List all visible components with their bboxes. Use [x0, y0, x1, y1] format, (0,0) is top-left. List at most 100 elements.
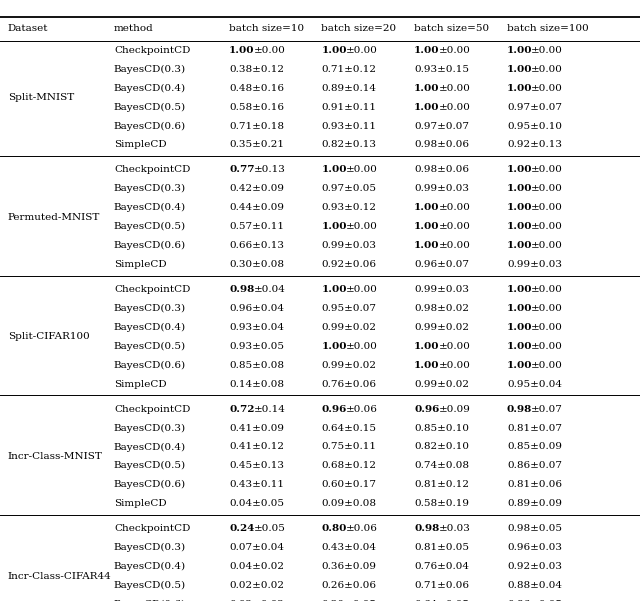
- Text: 0.36±0.09: 0.36±0.09: [321, 562, 376, 571]
- Text: 0.96±0.03: 0.96±0.03: [507, 543, 562, 552]
- Text: 0.35±0.21: 0.35±0.21: [229, 141, 284, 150]
- Text: ±0.00: ±0.00: [438, 222, 470, 231]
- Text: ±0.00: ±0.00: [438, 342, 470, 351]
- Text: 0.82±0.13: 0.82±0.13: [321, 141, 376, 150]
- Text: ±0.13: ±0.13: [253, 165, 285, 174]
- Text: 0.74±0.08: 0.74±0.08: [414, 462, 469, 471]
- Text: ±0.00: ±0.00: [438, 84, 470, 93]
- Text: 1.00: 1.00: [507, 285, 532, 294]
- Text: SimpleCD: SimpleCD: [114, 260, 166, 269]
- Text: BayesCD(0.5): BayesCD(0.5): [114, 462, 186, 471]
- Text: BayesCD(0.6): BayesCD(0.6): [114, 480, 186, 489]
- Text: 0.99±0.02: 0.99±0.02: [414, 380, 469, 389]
- Text: Split-CIFAR100: Split-CIFAR100: [8, 332, 90, 341]
- Text: 0.98±0.06: 0.98±0.06: [414, 141, 469, 150]
- Text: ±0.00: ±0.00: [531, 323, 563, 332]
- Text: ±0.00: ±0.00: [346, 46, 378, 55]
- Text: 1.00: 1.00: [507, 84, 532, 93]
- Text: ±0.00: ±0.00: [438, 103, 470, 112]
- Text: 0.42±0.09: 0.42±0.09: [229, 185, 284, 194]
- Text: 0.93±0.11: 0.93±0.11: [321, 121, 376, 130]
- Text: 0.43±0.11: 0.43±0.11: [229, 480, 284, 489]
- Text: 0.98±0.06: 0.98±0.06: [414, 165, 469, 174]
- Text: 1.00: 1.00: [507, 342, 532, 351]
- Text: 0.85±0.08: 0.85±0.08: [229, 361, 284, 370]
- Text: 0.26±0.06: 0.26±0.06: [321, 581, 376, 590]
- Text: BayesCD(0.5): BayesCD(0.5): [114, 342, 186, 351]
- Text: SimpleCD: SimpleCD: [114, 141, 166, 150]
- Text: 0.81±0.05: 0.81±0.05: [414, 543, 469, 552]
- Text: 0.02±0.02: 0.02±0.02: [229, 581, 284, 590]
- Text: 0.41±0.12: 0.41±0.12: [229, 442, 284, 451]
- Text: 0.93±0.15: 0.93±0.15: [414, 65, 469, 74]
- Text: 1.00: 1.00: [507, 185, 532, 194]
- Text: 1.00: 1.00: [414, 222, 440, 231]
- Text: ±0.00: ±0.00: [531, 285, 563, 294]
- Text: ±0.00: ±0.00: [253, 46, 285, 55]
- Text: 0.14±0.08: 0.14±0.08: [229, 380, 284, 389]
- Text: 0.76±0.04: 0.76±0.04: [414, 562, 469, 571]
- Text: BayesCD(0.3): BayesCD(0.3): [114, 424, 186, 433]
- Text: 0.96: 0.96: [414, 404, 440, 413]
- Text: 1.00: 1.00: [229, 46, 255, 55]
- Text: Dataset: Dataset: [8, 25, 48, 33]
- Text: batch size=20: batch size=20: [321, 25, 396, 33]
- Text: 0.96±0.04: 0.96±0.04: [229, 304, 284, 313]
- Text: 0.02±0.02: 0.02±0.02: [229, 600, 284, 601]
- Text: SimpleCD: SimpleCD: [114, 499, 166, 508]
- Text: CheckpointCD: CheckpointCD: [114, 165, 190, 174]
- Text: ±0.00: ±0.00: [346, 222, 378, 231]
- Text: BayesCD(0.5): BayesCD(0.5): [114, 581, 186, 590]
- Text: ±0.00: ±0.00: [438, 203, 470, 212]
- Text: method: method: [114, 25, 154, 33]
- Text: 0.72: 0.72: [229, 404, 255, 413]
- Text: 0.09±0.08: 0.09±0.08: [321, 499, 376, 508]
- Text: ±0.00: ±0.00: [531, 304, 563, 313]
- Text: 1.00: 1.00: [507, 241, 532, 250]
- Text: 0.66±0.13: 0.66±0.13: [229, 241, 284, 250]
- Text: 0.93±0.05: 0.93±0.05: [229, 342, 284, 351]
- Text: CheckpointCD: CheckpointCD: [114, 285, 190, 294]
- Text: 1.00: 1.00: [414, 241, 440, 250]
- Text: batch size=100: batch size=100: [507, 25, 589, 33]
- Text: ±0.00: ±0.00: [531, 65, 563, 74]
- Text: 0.99±0.03: 0.99±0.03: [507, 260, 562, 269]
- Text: 0.04±0.05: 0.04±0.05: [229, 499, 284, 508]
- Text: Incr-Class-MNIST: Incr-Class-MNIST: [8, 452, 102, 461]
- Text: 0.75±0.11: 0.75±0.11: [321, 442, 376, 451]
- Text: 1.00: 1.00: [507, 323, 532, 332]
- Text: ±0.05: ±0.05: [253, 524, 285, 533]
- Text: 0.64±0.15: 0.64±0.15: [321, 424, 376, 433]
- Text: 1.00: 1.00: [321, 222, 347, 231]
- Text: 0.58±0.16: 0.58±0.16: [229, 103, 284, 112]
- Text: 0.88±0.04: 0.88±0.04: [507, 581, 562, 590]
- Text: 0.89±0.14: 0.89±0.14: [321, 84, 376, 93]
- Text: ±0.07: ±0.07: [531, 404, 563, 413]
- Text: 1.00: 1.00: [507, 222, 532, 231]
- Text: 0.98±0.02: 0.98±0.02: [414, 304, 469, 313]
- Text: 0.64±0.05: 0.64±0.05: [414, 600, 469, 601]
- Text: BayesCD(0.5): BayesCD(0.5): [114, 222, 186, 231]
- Text: 1.00: 1.00: [414, 84, 440, 93]
- Text: 0.99±0.03: 0.99±0.03: [414, 285, 469, 294]
- Text: 0.60±0.17: 0.60±0.17: [321, 480, 376, 489]
- Text: SimpleCD: SimpleCD: [114, 380, 166, 389]
- Text: ±0.00: ±0.00: [346, 285, 378, 294]
- Text: BayesCD(0.6): BayesCD(0.6): [114, 361, 186, 370]
- Text: ±0.00: ±0.00: [531, 342, 563, 351]
- Text: BayesCD(0.6): BayesCD(0.6): [114, 241, 186, 250]
- Text: ±0.00: ±0.00: [531, 185, 563, 194]
- Text: 0.93±0.04: 0.93±0.04: [229, 323, 284, 332]
- Text: CheckpointCD: CheckpointCD: [114, 46, 190, 55]
- Text: BayesCD(0.4): BayesCD(0.4): [114, 442, 186, 451]
- Text: 0.80: 0.80: [321, 524, 347, 533]
- Text: BayesCD(0.5): BayesCD(0.5): [114, 103, 186, 112]
- Text: ±0.00: ±0.00: [531, 203, 563, 212]
- Text: 0.99±0.02: 0.99±0.02: [321, 323, 376, 332]
- Text: 0.04±0.02: 0.04±0.02: [229, 562, 284, 571]
- Text: 1.00: 1.00: [414, 103, 440, 112]
- Text: CheckpointCD: CheckpointCD: [114, 404, 190, 413]
- Text: ±0.04: ±0.04: [253, 285, 285, 294]
- Text: BayesCD(0.4): BayesCD(0.4): [114, 323, 186, 332]
- Text: 0.68±0.12: 0.68±0.12: [321, 462, 376, 471]
